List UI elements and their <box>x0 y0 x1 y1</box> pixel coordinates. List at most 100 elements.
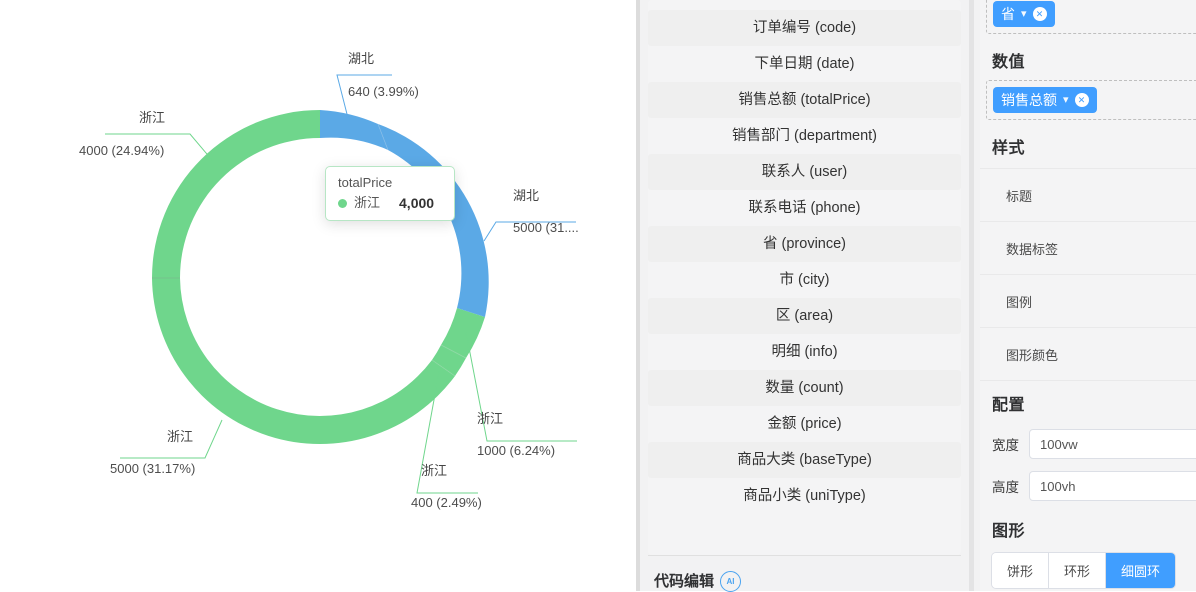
tooltip-color-dot-icon <box>338 198 347 208</box>
segment-hubei-5000[interactable] <box>378 124 489 317</box>
dimension-tag-label: 省 <box>1001 6 1015 22</box>
config-row-width: 宽度 100vw <box>980 423 1196 465</box>
section-title-style: 样式 <box>992 140 1026 157</box>
code-edit-entry[interactable]: 代码编辑 AI <box>640 556 969 592</box>
settings-card: 省 ▾ ✕ 数值 销售总额 ▾ ✕ 样式 标题数据标签图例图形颜色 配置 宽度 <box>980 0 1196 591</box>
field-list-item-label: 销售部门 (department) <box>731 128 878 144</box>
dimension-drop-zone[interactable]: 省 ▾ ✕ <box>986 0 1196 34</box>
segment-hubei-640[interactable] <box>320 110 388 150</box>
field-list-item[interactable]: 明细 (info) <box>648 334 961 370</box>
tooltip-series-row: 浙江 4,000 <box>338 195 442 211</box>
pie-label-value-zhejiang-4000: 4000 (24.94%) <box>79 143 165 158</box>
chevron-down-icon[interactable]: ▾ <box>1063 94 1069 106</box>
field-list-item[interactable]: 订单ID (id) <box>648 0 961 10</box>
pie-label-value-zhejiang-1000: 1000 (6.24%) <box>477 443 556 458</box>
field-list-item-label: 数量 (count) <box>765 380 844 396</box>
pie-label-value-hubei-640: 640 (3.99%) <box>348 84 419 99</box>
segment-zhejiang-400[interactable] <box>432 345 466 376</box>
field-list-pane: 订单ID (id) 订单编号 (code) 下单日期 (date) 销售总额 (tot… <box>640 0 969 592</box>
donut-segments <box>152 110 489 445</box>
config-row-height: 高度 100vh <box>980 465 1196 507</box>
close-icon[interactable]: ✕ <box>1074 93 1089 107</box>
chart-tooltip: totalPrice 浙江 4,000 <box>325 166 455 221</box>
style-row[interactable]: 图形颜色 <box>980 327 1196 380</box>
pie-label-name-zhejiang-5000: 浙江 <box>167 429 194 444</box>
field-list-item[interactable]: 销售部门 (department) <box>648 118 961 154</box>
field-list-item[interactable]: 销售总额 (totalPrice) <box>648 82 961 118</box>
style-row[interactable]: 标题 <box>980 168 1196 221</box>
donut-chart[interactable] <box>0 0 636 591</box>
field-pane-footer: 代码编辑 AI <box>640 555 969 592</box>
pie-label-value-zhejiang-5000: 5000 (31.17%) <box>110 461 196 476</box>
pie-label-name-zhejiang-400: 浙江 <box>421 463 448 478</box>
tooltip-series-name: 浙江 <box>354 195 381 210</box>
field-list-item-label: 区 (area) <box>775 308 834 324</box>
width-label: 宽度 <box>992 438 1019 453</box>
field-list-item[interactable]: 市 (city) <box>648 262 961 298</box>
pie-label-name-hubei-5000: 湖北 <box>513 188 540 203</box>
field-list-item[interactable]: 金额 (price) <box>648 406 961 442</box>
segment-zhejiang-4000[interactable] <box>152 110 320 278</box>
height-label: 高度 <box>992 480 1019 495</box>
style-row-label: 数据标签 <box>1006 241 1059 257</box>
shape-option-button[interactable]: 饼形 <box>992 553 1050 588</box>
field-list-item-label: 省 (province) <box>763 236 846 252</box>
chart-preview-pane: 湖北 640 (3.99%) 湖北 5000 (31.... 浙江 1000 (… <box>0 0 636 591</box>
segment-dividers <box>152 123 467 377</box>
field-list-item-label: 明细 (info) <box>771 344 838 360</box>
field-list-item[interactable]: 联系电话 (phone) <box>648 190 961 226</box>
field-list-item[interactable]: 商品大类 (baseType) <box>648 442 961 478</box>
shape-option-button[interactable]: 细圆环 <box>1106 553 1176 588</box>
pie-label-name-zhejiang-4000: 浙江 <box>139 110 166 125</box>
field-list-item[interactable]: 商品小类 (uniType) <box>648 478 961 514</box>
field-list-item-label: 商品大类 (baseType) <box>737 452 872 468</box>
field-list-item[interactable]: 数量 (count) <box>648 370 961 406</box>
tooltip-title: totalPrice <box>338 175 393 190</box>
pie-label-value-hubei-5000: 5000 (31.... <box>513 220 579 235</box>
field-list-item-label: 商品小类 (uniType) <box>743 488 866 504</box>
field-list-card: 订单ID (id) 订单编号 (code) 下单日期 (date) 销售总额 (tot… <box>648 0 961 555</box>
style-row-list: 标题数据标签图例图形颜色 <box>980 168 1196 381</box>
value-drop-zone[interactable]: 销售总额 ▾ ✕ <box>986 80 1196 120</box>
ai-badge-icon: AI <box>720 571 742 592</box>
field-list-item-label: 下单日期 (date) <box>754 56 855 72</box>
width-input[interactable]: 100vw <box>1029 429 1196 459</box>
close-icon[interactable]: ✕ <box>1032 7 1047 21</box>
field-list: 订单ID (id) 订单编号 (code) 下单日期 (date) 销售总额 (tot… <box>648 0 961 514</box>
style-row[interactable]: 数据标签 <box>980 221 1196 274</box>
field-list-item[interactable]: 下单日期 (date) <box>648 46 961 82</box>
footer-divider <box>648 555 961 556</box>
field-list-item-label: 订单ID (id) <box>648 0 961 10</box>
tooltip-series-value: 4,000 <box>399 195 435 211</box>
pane-divider-left[interactable] <box>636 0 640 591</box>
field-list-item[interactable]: 区 (area) <box>648 298 961 334</box>
shape-button-group: 饼形 环形 细圆环 <box>992 553 1176 588</box>
field-list-item-label: 联系人 (user) <box>761 164 848 180</box>
field-list-item-label: 联系电话 (phone) <box>748 200 861 216</box>
field-list-item-label: 订单编号 (code) <box>752 20 857 36</box>
segment-zhejiang-5000[interactable] <box>152 278 455 445</box>
segment-zhejiang-1000[interactable] <box>441 308 485 358</box>
height-input[interactable]: 100vh <box>1029 471 1196 501</box>
section-title-value: 数值 <box>992 54 1026 71</box>
pie-label-value-zhejiang-400: 400 (2.49%) <box>411 495 482 510</box>
style-row-label: 图形颜色 <box>1006 347 1059 363</box>
value-tag-total-price[interactable]: 销售总额 ▾ ✕ <box>993 87 1097 113</box>
field-list-item[interactable]: 省 (province) <box>648 226 961 262</box>
chevron-down-icon[interactable]: ▾ <box>1021 8 1027 20</box>
style-row[interactable]: 图例 <box>980 274 1196 327</box>
dimension-tag-province[interactable]: 省 ▾ ✕ <box>993 1 1055 27</box>
field-list-item[interactable]: 订单编号 (code) <box>648 10 961 46</box>
shape-option-button[interactable]: 环形 <box>1049 553 1107 588</box>
field-list-item-label: 市 (city) <box>779 272 830 288</box>
field-list-item-label: 销售总额 (totalPrice) <box>738 92 871 108</box>
label-leader-lines <box>105 74 577 494</box>
style-row-label: 图例 <box>1006 294 1033 310</box>
section-title-config: 配置 <box>992 397 1026 414</box>
field-list-item[interactable]: 联系人 (user) <box>648 154 961 190</box>
pane-divider-right[interactable] <box>969 0 974 591</box>
code-edit-label: 代码编辑 <box>654 573 715 590</box>
style-row-label: 标题 <box>1006 188 1033 204</box>
section-title-shape: 图形 <box>992 523 1026 540</box>
